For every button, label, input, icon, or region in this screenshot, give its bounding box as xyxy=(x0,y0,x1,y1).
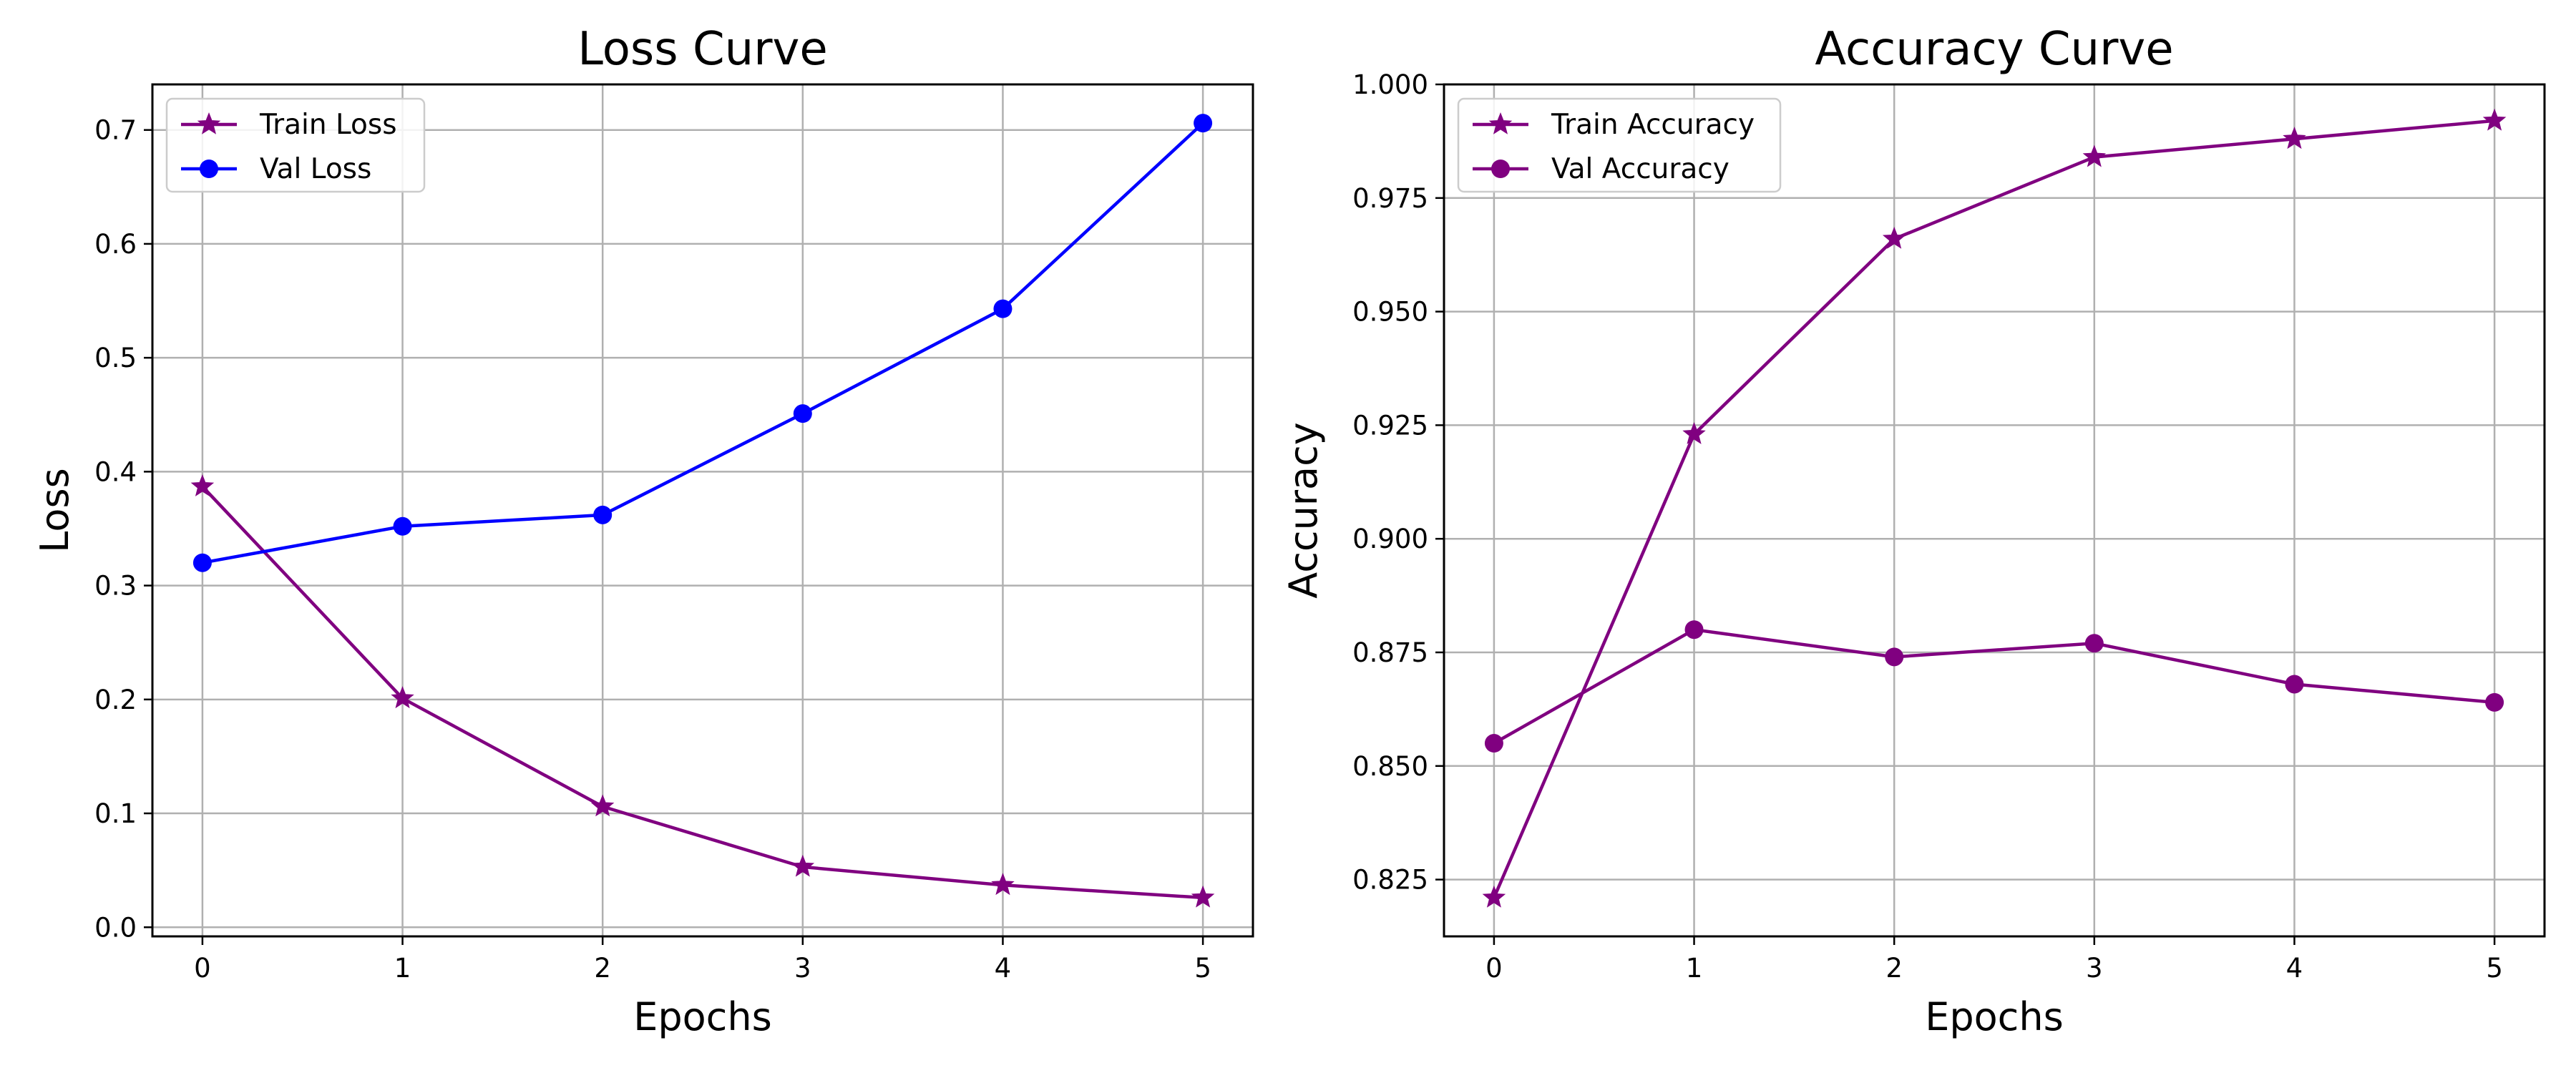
loss-x-tick-label: 0 xyxy=(194,953,211,984)
loss-y-tick-label: 0.6 xyxy=(94,229,137,260)
loss-legend-label-1: Val Loss xyxy=(260,153,371,185)
loss-x-tick-label: 2 xyxy=(594,953,611,984)
loss-x-tick-label: 4 xyxy=(995,953,1012,984)
loss-series-line-1 xyxy=(202,122,1204,564)
loss-y-axis-label: Loss xyxy=(32,468,77,552)
accuracy-ticks: 0 1 2 3 4 5 0.825 0.850 0.875 0.900 0.925 0.950 0.97… xyxy=(1352,69,2503,984)
accuracy-y-tick-label: 0.975 xyxy=(1352,183,1428,214)
loss-series-0-point xyxy=(991,873,1015,896)
accuracy-series-0-point xyxy=(2482,108,2507,131)
accuracy-x-tick-label: 4 xyxy=(2286,953,2303,984)
loss-series-1-point xyxy=(393,516,412,536)
accuracy-series-1-point xyxy=(1885,647,1904,667)
accuracy-y-tick-label: 1.000 xyxy=(1352,69,1428,100)
accuracy-series-line-1 xyxy=(1493,627,2495,745)
accuracy-chart: 0 1 2 3 4 5 0.825 0.850 0.875 0.900 0.925 0.950 0.97… xyxy=(1281,23,2546,1039)
loss-ticks: 0 1 2 3 4 5 0.0 0.1 0.2 0.3 0.4 0.5 0.6 0.7 xyxy=(94,115,1211,984)
loss-legend-marker-0 xyxy=(197,112,221,134)
accuracy-legend-marker-0 xyxy=(1488,112,1513,134)
loss-series-line-0 xyxy=(201,485,1204,900)
accuracy-series-0-point xyxy=(2283,127,2306,150)
accuracy-plot-frame xyxy=(1443,83,2546,938)
accuracy-x-tick-label: 5 xyxy=(2486,953,2503,984)
accuracy-series-1-point xyxy=(2485,692,2504,712)
accuracy-legend-label-1: Val Accuracy xyxy=(1551,153,1729,185)
accuracy-series-1-point xyxy=(1684,620,1704,640)
accuracy-series-1-point xyxy=(2285,675,2304,694)
accuracy-series-0-point xyxy=(1882,226,1906,249)
accuracy-series-0-point xyxy=(1482,885,1506,908)
accuracy-x-tick-label: 1 xyxy=(1686,953,1703,984)
accuracy-x-axis-label: Epochs xyxy=(1925,994,2063,1039)
loss-y-tick-label: 0.5 xyxy=(94,343,137,373)
loss-series-0-point xyxy=(590,794,615,817)
loss-series xyxy=(190,114,1215,908)
loss-series-1-point xyxy=(1194,114,1213,133)
accuracy-series xyxy=(1482,108,2507,908)
loss-x-tick-label: 5 xyxy=(1194,953,1211,984)
accuracy-series-1-point xyxy=(1484,734,1503,753)
loss-x-tick-label: 3 xyxy=(794,953,811,984)
accuracy-series-1-point xyxy=(2084,634,2104,653)
accuracy-legend-label-0: Train Accuracy xyxy=(1551,109,1755,141)
loss-x-axis-label: Epochs xyxy=(633,994,771,1039)
loss-y-tick-label: 0.4 xyxy=(94,456,137,487)
loss-y-tick-label: 0.0 xyxy=(94,912,137,943)
loss-plot-frame xyxy=(151,83,1254,938)
loss-series-1-point xyxy=(993,299,1013,318)
accuracy-y-tick-label: 0.925 xyxy=(1352,410,1428,441)
loss-series-0-point xyxy=(391,686,414,709)
accuracy-y-tick-label: 0.950 xyxy=(1352,297,1428,328)
accuracy-series-line-0 xyxy=(1492,119,2495,898)
loss-y-tick-label: 0.3 xyxy=(94,571,137,602)
accuracy-y-tick-label: 0.900 xyxy=(1352,524,1428,554)
loss-chart-title: Loss Curve xyxy=(577,23,828,76)
accuracy-x-tick-label: 0 xyxy=(1485,953,1503,984)
loss-y-tick-label: 0.1 xyxy=(94,798,137,829)
loss-series-0-point xyxy=(190,474,215,496)
accuracy-chart-title: Accuracy Curve xyxy=(1815,23,2173,76)
accuracy-y-tick-label: 0.850 xyxy=(1352,751,1428,782)
loss-legend-label-0: Train Loss xyxy=(259,109,397,141)
accuracy-y-tick-label: 0.825 xyxy=(1352,865,1428,896)
loss-y-tick-label: 0.7 xyxy=(94,115,137,146)
accuracy-series-0-point xyxy=(2082,144,2107,167)
loss-series-1-point xyxy=(793,404,812,423)
accuracy-y-tick-label: 0.875 xyxy=(1352,637,1428,668)
accuracy-legend-marker-1 xyxy=(1491,160,1510,178)
loss-x-tick-label: 1 xyxy=(394,953,411,984)
loss-series-0-point xyxy=(791,854,815,877)
accuracy-legend-box xyxy=(1457,97,1782,193)
accuracy-series-0-point xyxy=(1682,422,1706,444)
loss-legend-marker-1 xyxy=(200,160,218,178)
accuracy-legend: Train Accuracy Val Accuracy xyxy=(1457,97,1782,193)
loss-series-1-point xyxy=(192,553,212,572)
accuracy-x-tick-label: 2 xyxy=(1885,953,1903,984)
loss-series-0-point xyxy=(1191,885,1215,908)
accuracy-y-axis-label: Accuracy xyxy=(1281,422,1326,599)
loss-series-1-point xyxy=(593,505,613,524)
accuracy-x-tick-label: 3 xyxy=(2086,953,2103,984)
loss-y-tick-label: 0.2 xyxy=(94,685,137,715)
loss-legend: Train Loss Val Loss xyxy=(165,97,426,193)
loss-chart: 0 1 2 3 4 5 0.0 0.1 0.2 0.3 0.4 0.5 0.6 0.7 Train Los… xyxy=(32,23,1254,1039)
